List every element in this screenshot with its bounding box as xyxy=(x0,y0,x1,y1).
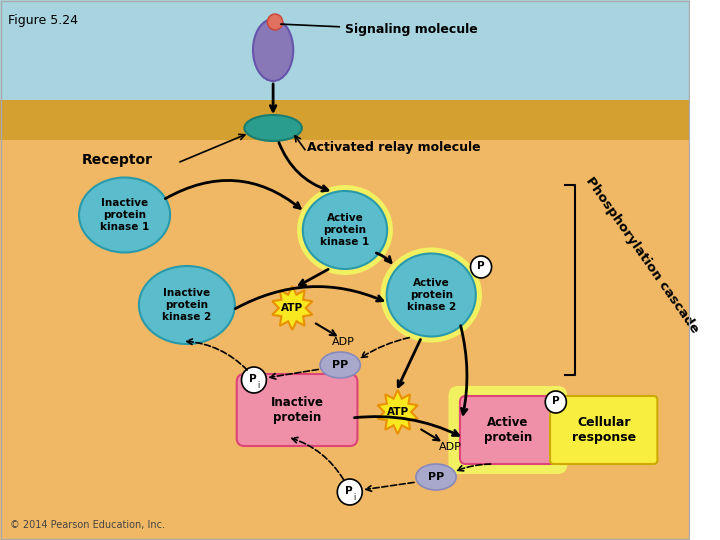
Ellipse shape xyxy=(380,247,482,342)
Text: i: i xyxy=(258,381,260,389)
Text: ATP: ATP xyxy=(282,303,303,313)
Text: P: P xyxy=(345,486,353,496)
Text: ADP: ADP xyxy=(332,337,354,347)
Polygon shape xyxy=(272,286,312,330)
Ellipse shape xyxy=(337,479,362,505)
Text: P: P xyxy=(249,374,257,384)
Text: Inactive
protein: Inactive protein xyxy=(271,396,323,424)
Ellipse shape xyxy=(79,178,170,253)
FancyBboxPatch shape xyxy=(237,374,357,446)
Text: Phosphorylation cascade: Phosphorylation cascade xyxy=(583,175,702,336)
Text: Inactive
protein
kinase 1: Inactive protein kinase 1 xyxy=(100,198,149,232)
Text: PP: PP xyxy=(332,360,348,370)
Text: © 2014 Pearson Education, Inc.: © 2014 Pearson Education, Inc. xyxy=(9,520,165,530)
Ellipse shape xyxy=(139,266,235,344)
Text: Active
protein
kinase 1: Active protein kinase 1 xyxy=(320,213,369,247)
Ellipse shape xyxy=(320,352,360,378)
Text: Signaling molecule: Signaling molecule xyxy=(281,24,478,37)
FancyBboxPatch shape xyxy=(449,386,567,474)
FancyBboxPatch shape xyxy=(550,396,657,464)
Ellipse shape xyxy=(253,19,293,81)
Text: Receptor: Receptor xyxy=(81,153,153,167)
FancyBboxPatch shape xyxy=(460,396,556,464)
Ellipse shape xyxy=(470,256,492,278)
Text: P: P xyxy=(552,396,559,406)
Polygon shape xyxy=(0,100,690,140)
Ellipse shape xyxy=(297,185,393,275)
Text: ADP: ADP xyxy=(439,442,462,452)
Text: Activated relay molecule: Activated relay molecule xyxy=(307,141,480,154)
Ellipse shape xyxy=(303,191,387,269)
Text: Active
protein
kinase 2: Active protein kinase 2 xyxy=(407,279,456,312)
Polygon shape xyxy=(0,0,690,118)
Ellipse shape xyxy=(241,367,266,393)
Text: Inactive
protein
kinase 2: Inactive protein kinase 2 xyxy=(162,288,212,322)
Text: i: i xyxy=(354,492,356,502)
Ellipse shape xyxy=(387,253,476,336)
Text: Cellular
response: Cellular response xyxy=(572,416,636,444)
Polygon shape xyxy=(0,118,690,540)
Text: ATP: ATP xyxy=(387,407,409,417)
Text: PP: PP xyxy=(428,472,444,482)
Text: Figure 5.24: Figure 5.24 xyxy=(8,14,78,27)
Text: Active
protein: Active protein xyxy=(484,416,532,444)
Ellipse shape xyxy=(267,14,283,30)
Polygon shape xyxy=(377,390,418,434)
FancyBboxPatch shape xyxy=(0,0,690,540)
Ellipse shape xyxy=(244,115,302,141)
Ellipse shape xyxy=(416,464,456,490)
Text: P: P xyxy=(477,261,485,271)
Ellipse shape xyxy=(545,391,567,413)
